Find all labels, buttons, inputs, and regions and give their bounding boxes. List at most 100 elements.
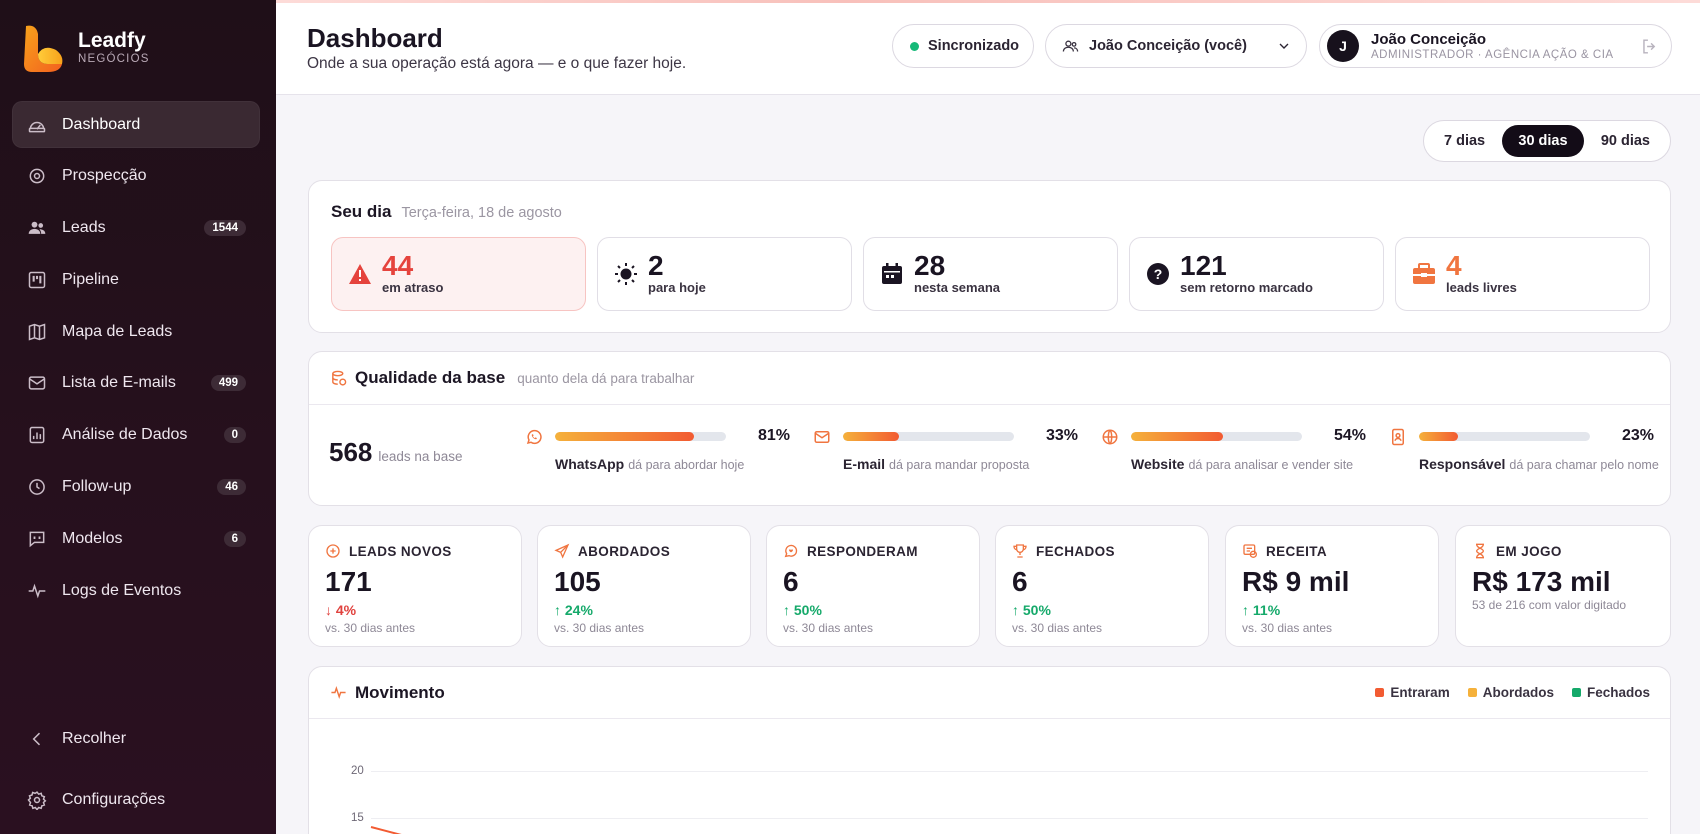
range-90-days[interactable]: 90 dias <box>1600 133 1650 149</box>
kpi-fechados[interactable]: FECHADOS 6 ↑ 50% vs. 30 dias antes <box>995 525 1209 647</box>
week-stat[interactable]: 28 nesta semana <box>863 237 1118 311</box>
database-icon <box>330 370 347 387</box>
metric-percent: 23% <box>1621 427 1654 444</box>
kpi-leads-novos[interactable]: LEADS NOVOS 171 ↓ 4% vs. 30 dias antes <box>308 525 522 647</box>
template-icon <box>26 528 48 550</box>
settings-button[interactable]: Configurações <box>12 778 260 822</box>
progress-bar <box>843 432 1014 441</box>
kpi-label: RECEITA <box>1266 543 1328 559</box>
today-stat[interactable]: 2 para hoje <box>597 237 852 311</box>
sync-status[interactable]: Sincronizado <box>892 24 1034 68</box>
arrow-up-icon: ↑ <box>783 602 794 618</box>
overdue-stat[interactable]: 44 em atraso <box>331 237 586 311</box>
no-return-stat[interactable]: ? 121 sem retorno marcado <box>1129 237 1384 311</box>
total-value: 568 <box>329 437 373 467</box>
sidebar-item-label: Mapa de Leads <box>62 322 173 340</box>
sidebar-item-logs[interactable]: Logs de Eventos <box>12 567 260 614</box>
sidebar-item-label: Dashboard <box>62 115 141 133</box>
kpi-delta-value: 24% <box>564 602 593 618</box>
chevron-down-icon <box>1276 38 1292 58</box>
count-badge: 0 <box>223 427 246 444</box>
globe-icon <box>1101 428 1119 451</box>
section-title: Qualidade da base <box>355 368 506 387</box>
sidebar-item-mapa[interactable]: Mapa de Leads <box>12 308 260 355</box>
stat-label: sem retorno marcado <box>1180 280 1313 295</box>
sidebar-item-prospeccao[interactable]: Prospecção <box>12 153 260 200</box>
sidebar-item-label: Lista de E-mails <box>62 374 176 392</box>
metric-name: WhatsApp <box>555 456 625 472</box>
kpi-label: RESPONDERAM <box>807 543 918 559</box>
activity-icon <box>330 684 347 701</box>
kpi-em-jogo[interactable]: EM JOGO R$ 173 mil 53 de 216 com valor d… <box>1455 525 1671 647</box>
kpi-delta-value: 50% <box>1022 602 1051 618</box>
progress-fill <box>843 432 900 441</box>
stat-label: para hoje <box>648 280 706 295</box>
kpi-value: 6 <box>783 566 799 597</box>
sidebar-item-followup[interactable]: Follow-up 46 <box>12 464 260 511</box>
series-line-entraram <box>370 826 402 834</box>
total-label: leads na base <box>378 449 463 464</box>
sidebar-item-label: Prospecção <box>62 167 147 185</box>
sidebar-item-modelos[interactable]: Modelos 6 <box>12 515 260 562</box>
chart-icon <box>26 424 48 446</box>
kpi-note: vs. 30 dias antes <box>554 621 645 635</box>
kpi-abordados[interactable]: ABORDADOS 105 ↑ 24% vs. 30 dias antes <box>537 525 751 647</box>
y-tick-label: 20 <box>351 765 364 777</box>
legend-swatch <box>1375 688 1385 697</box>
brand-sub: NEGÓCIOS <box>78 53 150 65</box>
section-subtitle: quanto dela dá para trabalhar <box>517 370 695 386</box>
logout-icon[interactable] <box>1640 37 1659 60</box>
metric-percent: 81% <box>757 427 790 444</box>
sidebar-item-label: Modelos <box>62 529 123 547</box>
leadfy-logo <box>24 25 63 72</box>
sidebar-item-leads[interactable]: Leads 1544 <box>12 205 260 252</box>
calendar-icon <box>880 262 904 286</box>
user-name: João Conceição <box>1371 30 1487 48</box>
metric-name: Website <box>1131 456 1185 472</box>
contact-icon <box>1389 428 1407 451</box>
send-icon <box>554 543 570 559</box>
legend-swatch <box>1467 688 1477 697</box>
legend-item-abordados[interactable]: Abordados <box>1467 685 1554 700</box>
progress-bar <box>1131 432 1302 441</box>
stat-value: 121 <box>1180 250 1227 281</box>
collapse-button[interactable]: Recolher <box>12 717 260 761</box>
brand[interactable]: Leadfy NEGÓCIOS <box>22 24 150 72</box>
settings-label: Configurações <box>62 791 166 808</box>
sidebar-item-analise[interactable]: Análise de Dados 0 <box>12 412 260 459</box>
progress-bar <box>1419 432 1590 441</box>
stat-label: leads livres <box>1446 280 1517 295</box>
users-icon <box>26 217 48 239</box>
metric-name: E-mail <box>843 456 886 472</box>
svg-text:?: ? <box>1154 266 1163 282</box>
sidebar-item-pipeline[interactable]: Pipeline <box>12 256 260 303</box>
kpi-value: 105 <box>554 566 601 597</box>
legend-item-fechados[interactable]: Fechados <box>1571 685 1650 700</box>
user-profile[interactable]: J João Conceição ADMINISTRADOR · AGÊNCIA… <box>1319 24 1672 68</box>
page-header: Dashboard Onde a sua operação está agora… <box>276 3 1700 95</box>
movement-card: Movimento Entraram Abordados Fechados 20… <box>308 666 1671 834</box>
sidebar-item-label: Análise de Dados <box>62 426 188 444</box>
metric-desc: dá para abordar hoje <box>628 458 745 472</box>
kpi-receita[interactable]: RECEITA R$ 9 mil ↑ 11% vs. 30 dias antes <box>1225 525 1439 647</box>
sidebar-item-label: Logs de Eventos <box>62 581 182 599</box>
free-leads-stat[interactable]: 4 leads livres <box>1395 237 1650 311</box>
metric-desc: dá para mandar proposta <box>889 458 1030 472</box>
range-30-days[interactable]: 30 dias <box>1502 125 1584 157</box>
user-filter-select[interactable]: João Conceição (você) <box>1045 24 1307 68</box>
progress-fill <box>1419 432 1459 441</box>
legend-item-entraram[interactable]: Entraram <box>1375 685 1450 700</box>
user-select-label: João Conceição (você) <box>1089 38 1247 54</box>
kpi-value: 6 <box>1012 566 1028 597</box>
page-title: Dashboard <box>307 23 443 53</box>
hourglass-icon <box>1472 543 1488 559</box>
metric-percent: 54% <box>1333 427 1366 444</box>
sidebar-item-emails[interactable]: Lista de E-mails 499 <box>12 360 260 407</box>
metric-label: WhatsApp dá para abordar hoje <box>555 456 815 473</box>
sidebar-item-dashboard[interactable]: Dashboard <box>12 101 260 148</box>
kpi-responderam[interactable]: RESPONDERAM 6 ↑ 50% vs. 30 dias antes <box>766 525 980 647</box>
range-7-days[interactable]: 7 dias <box>1444 133 1486 149</box>
status-dot <box>910 41 919 51</box>
question-icon: ? <box>1146 262 1170 286</box>
metric-desc: dá para analisar e vender site <box>1188 458 1354 472</box>
